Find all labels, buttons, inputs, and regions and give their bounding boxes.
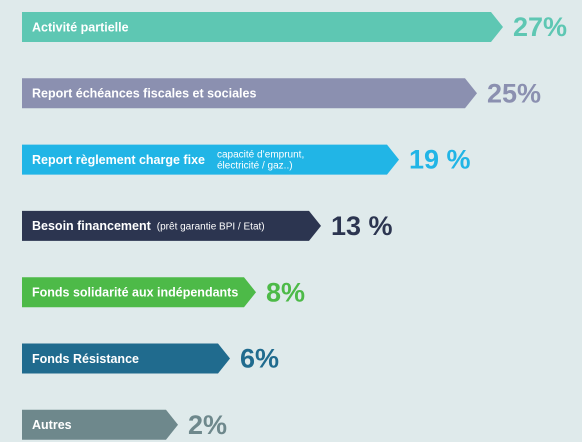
bar-label: Activité partielle: [32, 20, 129, 34]
bar-label: Fonds solidarité aux indépendants: [32, 285, 238, 299]
bar: [22, 343, 230, 374]
bar: [22, 12, 503, 42]
value-label: 25%: [487, 78, 541, 108]
bar-note: électricité / gaz..): [217, 161, 293, 172]
bar-note: capacité d’emprunt,: [217, 150, 304, 161]
value-label: 13 %: [331, 211, 393, 241]
bar-label: Besoin financement: [32, 219, 152, 233]
bar-label: Report échéances fiscales et sociales: [32, 87, 256, 101]
bar: [22, 78, 477, 109]
bar-label: Fonds Résistance: [32, 352, 139, 366]
bar: [22, 144, 399, 175]
bar-label: Autres: [32, 418, 72, 432]
value-label: 8%: [266, 277, 305, 307]
bar-note: (prêt garantie BPI / Etat): [157, 222, 265, 233]
bar: [22, 277, 256, 308]
value-label: 2%: [188, 410, 227, 440]
value-label: 6%: [240, 344, 279, 374]
bar-label: Report règlement charge fixe: [32, 153, 205, 167]
bar: [22, 409, 178, 440]
value-label: 19 %: [409, 145, 471, 175]
bar: [22, 210, 321, 241]
value-label: 27%: [513, 12, 567, 42]
